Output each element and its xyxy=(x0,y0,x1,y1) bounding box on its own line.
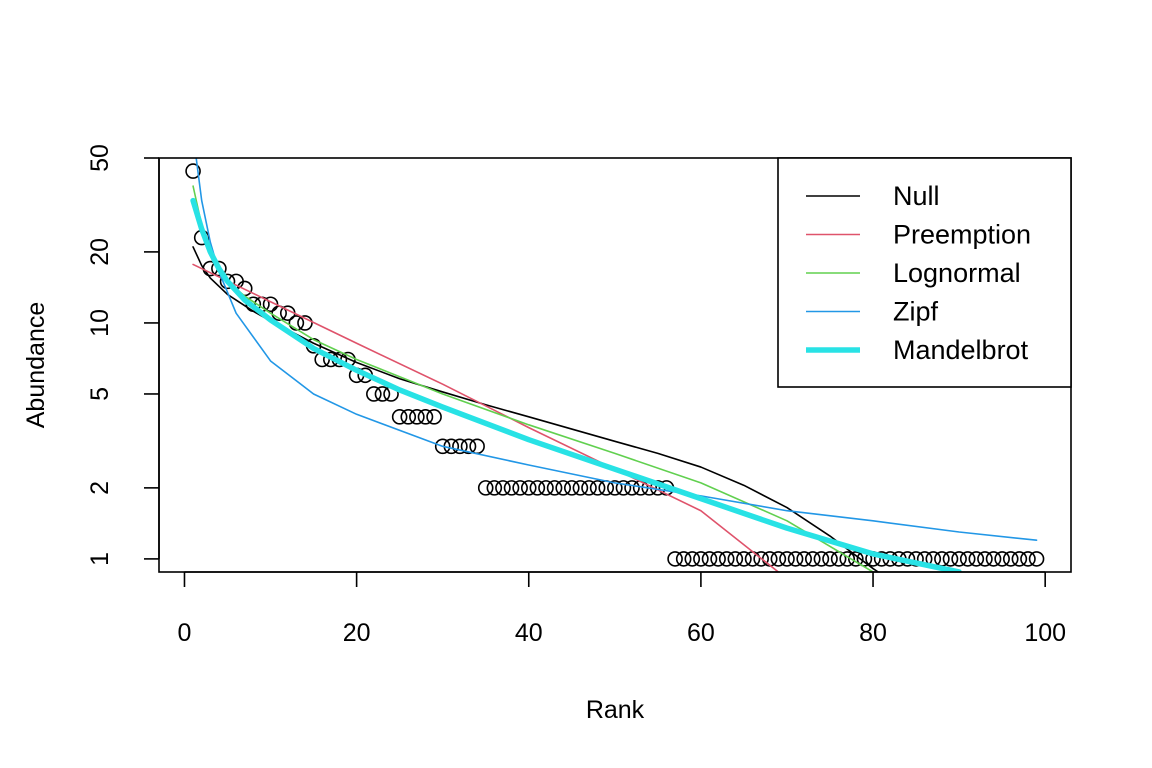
observed-point xyxy=(417,409,434,425)
x-tick-label: 0 xyxy=(178,619,192,647)
observed-point xyxy=(546,480,563,496)
y-tick-label: 50 xyxy=(86,144,114,172)
x-tick-label: 60 xyxy=(687,619,715,647)
observed-point xyxy=(968,551,985,567)
observed-point xyxy=(469,438,485,455)
observed-point xyxy=(959,551,976,567)
observed-point xyxy=(503,480,520,496)
legend: Null Preemption Lognormal Zipf Mandelbrot xyxy=(777,157,1072,388)
observed-point xyxy=(761,551,778,567)
observed-point xyxy=(787,551,804,567)
observed-point xyxy=(409,409,425,425)
legend-label-zipf: Zipf xyxy=(893,297,939,327)
observed-point xyxy=(744,551,761,567)
x-tick-label: 100 xyxy=(1024,619,1066,647)
observed-point xyxy=(942,551,959,567)
observed-point xyxy=(555,480,571,496)
x-tick-label: 20 xyxy=(343,619,371,647)
observed-point xyxy=(675,551,692,567)
observed-point xyxy=(589,480,606,496)
x-tick-label: 80 xyxy=(859,619,887,647)
y-tick-label: 10 xyxy=(86,309,114,337)
observed-point xyxy=(701,551,718,567)
y-tick-label: 20 xyxy=(86,238,114,266)
observed-point xyxy=(495,480,511,496)
observed-point xyxy=(994,551,1010,567)
observed-point xyxy=(1011,551,1028,567)
observed-point xyxy=(219,273,236,290)
y-axis-title: Abundance xyxy=(22,302,50,429)
observed-point xyxy=(426,409,442,425)
observed-point xyxy=(572,480,589,496)
observed-point xyxy=(486,480,503,496)
observed-point xyxy=(779,551,795,567)
observed-point xyxy=(693,551,709,567)
observed-point xyxy=(813,551,830,567)
observed-point xyxy=(581,480,597,496)
observed-point xyxy=(512,480,528,496)
observed-point xyxy=(185,163,201,179)
observed-point xyxy=(710,551,726,567)
y-tick-label: 5 xyxy=(86,387,114,401)
observed-point xyxy=(529,480,546,496)
observed-point xyxy=(297,315,313,331)
legend-label-mandelbrot: Mandelbrot xyxy=(893,335,1029,365)
observed-point xyxy=(727,551,744,567)
observed-point xyxy=(718,551,735,567)
observed-point xyxy=(400,409,417,425)
legend-label-preemption: Preemption xyxy=(893,220,1031,250)
observed-point xyxy=(753,551,769,567)
observed-point xyxy=(211,260,227,277)
data-layer xyxy=(185,158,1045,572)
observed-point xyxy=(374,386,391,402)
observed-point xyxy=(615,480,632,496)
y-tick-label: 1 xyxy=(86,552,114,566)
observed-point xyxy=(1028,551,1045,567)
x-tick-label: 40 xyxy=(515,619,543,647)
observed-point xyxy=(460,438,477,455)
observed-point xyxy=(563,480,580,496)
observed-point xyxy=(624,480,640,496)
observed-point xyxy=(288,315,305,331)
series-line-preemption xyxy=(192,263,780,572)
x-axis-title: Rank xyxy=(586,696,645,724)
observed-point xyxy=(477,480,494,496)
observed-point xyxy=(934,551,950,567)
observed-point xyxy=(951,551,967,567)
observed-point xyxy=(607,480,623,496)
observed-point xyxy=(598,480,615,496)
observed-point xyxy=(804,551,821,567)
observed-point xyxy=(538,480,554,496)
series-line-null xyxy=(192,246,880,572)
observed-point xyxy=(822,551,838,567)
observed-point xyxy=(452,438,468,455)
observed-point xyxy=(848,551,864,567)
observed-point xyxy=(736,551,752,567)
legend-label-lognormal: Lognormal xyxy=(893,258,1021,288)
observed-point xyxy=(977,551,993,567)
observed-point xyxy=(391,409,408,425)
observed-point xyxy=(434,438,451,455)
legend-label-null: Null xyxy=(893,181,940,211)
observed-point xyxy=(520,480,537,496)
observed-point xyxy=(796,551,812,567)
y-axis: 1 2 5 10 20 50 xyxy=(86,144,160,566)
y-tick-label: 2 xyxy=(86,481,114,495)
observed-point xyxy=(985,551,1002,567)
observed-point xyxy=(1020,551,1036,567)
observed-point xyxy=(839,551,856,567)
x-axis: 0 20 40 60 80 100 xyxy=(178,571,1066,647)
series-line-mandelbrot xyxy=(190,197,962,572)
observed-point xyxy=(366,386,382,402)
observed-point xyxy=(684,551,701,567)
observed-point xyxy=(770,551,787,567)
observed-point xyxy=(1002,551,1019,567)
observed-point xyxy=(667,551,683,567)
